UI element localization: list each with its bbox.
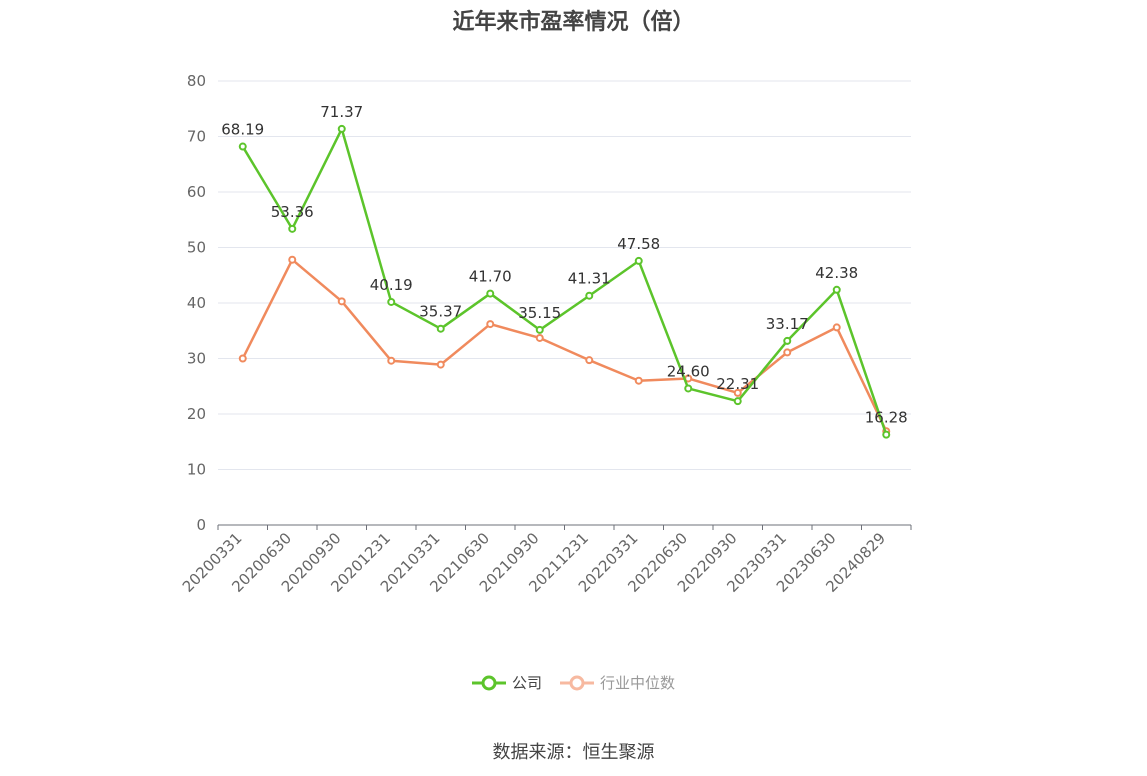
data-label-company: 40.19	[370, 276, 413, 294]
data-point-industry	[535, 333, 544, 342]
data-point-industry	[238, 354, 247, 363]
chart-title: 近年来市盈率情况（倍）	[452, 10, 695, 35]
data-point-company	[585, 291, 594, 300]
data-label-company: 22.31	[716, 375, 759, 393]
data-label-company: 42.38	[815, 264, 858, 282]
legend-item-company[interactable]: 公司	[471, 672, 542, 693]
legend-item-industry[interactable]: 行业中位数	[560, 672, 675, 693]
legend-label-company: 公司	[511, 674, 542, 692]
data-label-company: 35.15	[518, 304, 561, 322]
data-label-company: 33.17	[766, 315, 809, 333]
data-point-industry	[783, 348, 792, 357]
data-point-industry	[733, 388, 742, 397]
data-point-company	[486, 289, 495, 298]
data-label-company: 41.70	[469, 268, 512, 286]
y-tick-label: 30	[187, 350, 206, 368]
series-line-company	[241, 127, 888, 436]
y-tick-label: 50	[187, 239, 206, 257]
data-label-company: 24.60	[667, 362, 710, 380]
y-tick-label: 10	[187, 461, 206, 479]
data-label-company: 16.28	[865, 409, 908, 427]
data-label-company: 53.36	[271, 203, 314, 221]
y-tick-label: 70	[187, 128, 206, 146]
chart-legend: 公司 行业中位数	[0, 672, 1147, 693]
y-tick-label: 80	[187, 72, 206, 90]
legend-company-marker-icon	[471, 675, 506, 690]
data-point-company	[733, 397, 742, 406]
data-point-industry	[486, 320, 495, 329]
data-point-company	[882, 430, 891, 439]
y-tick-label: 0	[196, 516, 206, 534]
data-point-company	[535, 325, 544, 334]
data-label-company: 35.37	[419, 303, 462, 321]
data-source: 数据来源：恒生聚源	[492, 742, 655, 763]
data-point-industry	[387, 356, 396, 365]
y-tick-label: 20	[187, 405, 206, 423]
data-point-industry	[337, 297, 346, 306]
data-point-industry	[634, 376, 643, 385]
y-tick-label: 40	[187, 294, 206, 312]
data-point-company	[387, 297, 396, 306]
data-point-company	[634, 256, 643, 265]
data-label-company: 41.31	[568, 270, 611, 288]
data-point-company	[337, 124, 346, 133]
series-line-industry	[241, 258, 888, 432]
data-point-company	[684, 384, 693, 393]
data-point-industry	[288, 255, 297, 264]
legend-industry-marker-icon	[560, 675, 594, 690]
data-point-industry	[436, 360, 445, 369]
data-point-industry	[832, 323, 841, 332]
data-point-industry	[585, 356, 594, 365]
y-tick-label: 60	[187, 183, 206, 201]
data-point-company	[783, 336, 792, 345]
data-point-company	[832, 285, 841, 294]
data-label-company: 71.37	[320, 103, 363, 121]
data-point-company	[288, 224, 297, 233]
data-label-company: 47.58	[617, 235, 660, 253]
data-point-company	[436, 324, 445, 333]
data-point-company	[238, 142, 247, 151]
data-label-company: 68.19	[221, 121, 264, 139]
legend-label-industry: 行业中位数	[600, 674, 676, 692]
